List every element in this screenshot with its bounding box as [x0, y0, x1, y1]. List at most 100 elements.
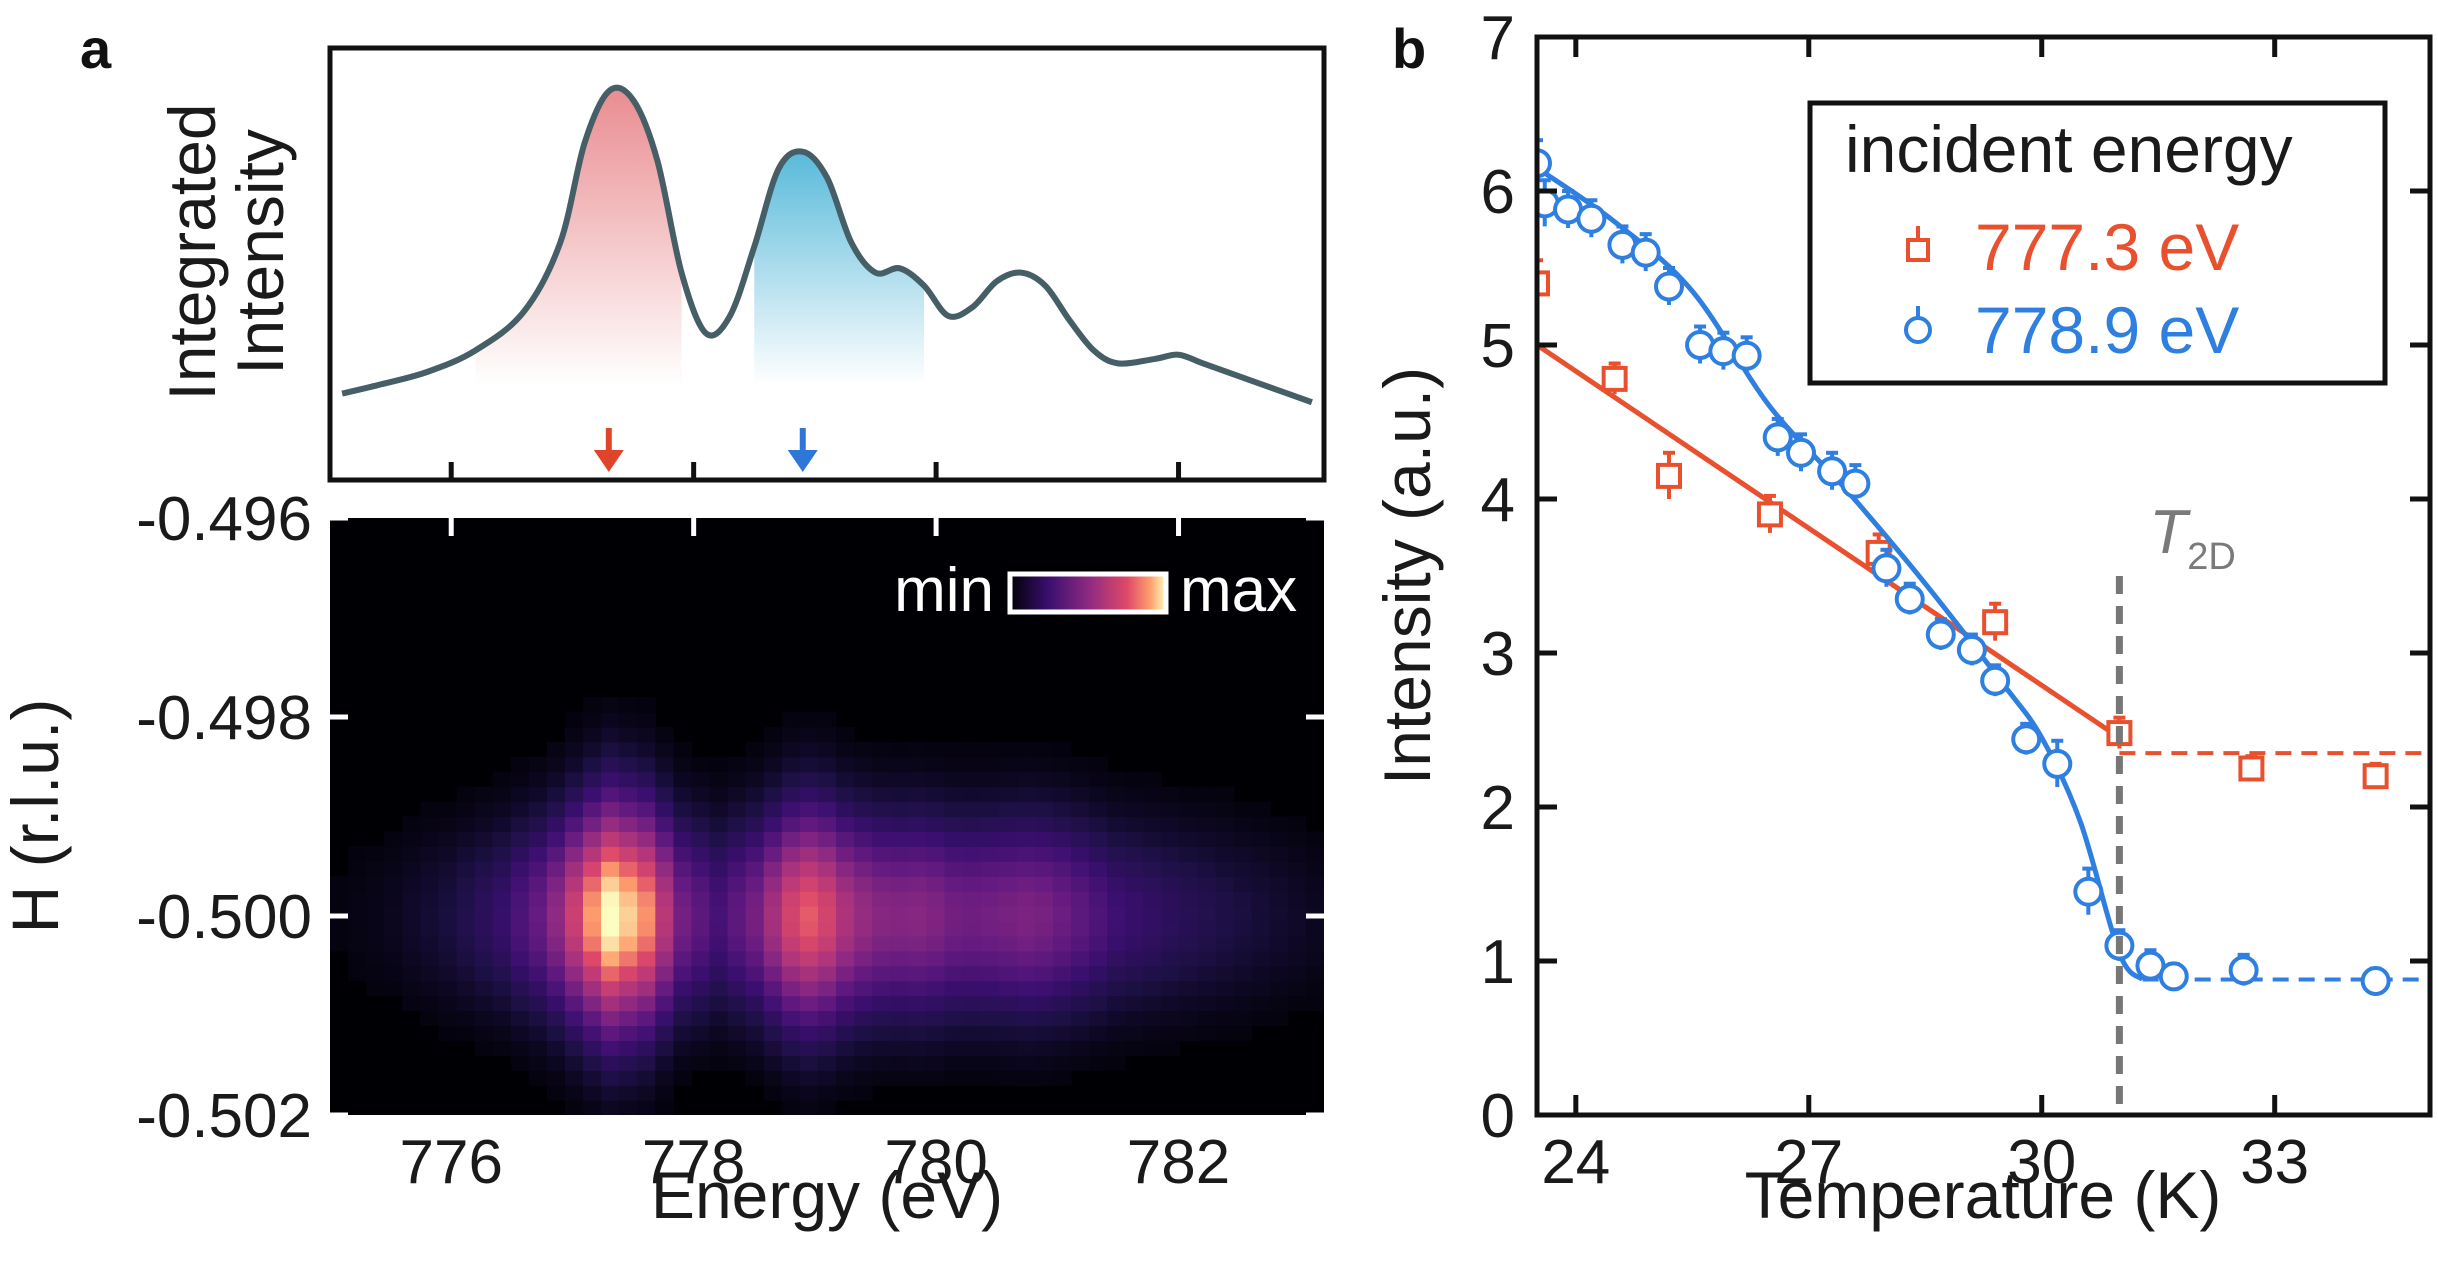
heatmap-cell [890, 756, 909, 773]
heatmap-cell [781, 756, 801, 773]
heatmap-cell [402, 995, 421, 1012]
heatmap-cell [763, 741, 783, 758]
heatmap-cell [1016, 906, 1036, 922]
heatmap-cell [709, 995, 729, 1012]
heatmap-cell [944, 816, 964, 833]
data-point-circle [2360, 966, 2391, 997]
heatmap-cell [601, 846, 620, 862]
heatmap-cell [528, 1010, 548, 1027]
heatmap-cell [456, 965, 476, 982]
heatmap-cell [709, 1055, 729, 1071]
heatmap-cell [1034, 786, 1054, 803]
heatmap-cell [348, 891, 367, 907]
b-ylabel: Intensity (a.u.) [1370, 367, 1444, 785]
blue-arrow [787, 428, 818, 472]
heatmap-cell [817, 876, 837, 892]
heatmap-cell [1107, 935, 1126, 952]
heatmap-cell [601, 1010, 620, 1027]
heatmap-cell [799, 756, 819, 773]
heatmap-cell [926, 1070, 946, 1086]
b-xtick-label: 30 [2007, 1128, 2076, 1197]
heatmap-cell [583, 816, 602, 833]
heatmap-cell [1305, 995, 1324, 1012]
heatmap-cell [619, 741, 638, 758]
heatmap-cell [1016, 965, 1036, 982]
heatmap-cell [655, 1040, 674, 1056]
heatmap-cell [673, 891, 693, 907]
heatmap-cell [836, 1025, 855, 1041]
heatmap-cell [745, 756, 765, 773]
heatmap-cell [763, 906, 783, 922]
heatmap-cell [1070, 786, 1090, 803]
heatmap-cell [854, 906, 873, 922]
heatmap-cell [944, 1055, 964, 1071]
heatmap-cell [836, 741, 855, 758]
heatmap-cell [528, 816, 548, 833]
heatmap-cell [1016, 935, 1036, 952]
heatmap-cell [1143, 786, 1162, 803]
heatmap-cell [944, 786, 964, 803]
heatmap-cell [1233, 891, 1253, 907]
heatmap-plot: 776 778 780 782 -0.496 -0.498 -0.500 -0.502 min… [0, 485, 1324, 1232]
heatmap-cell [546, 906, 566, 922]
heatmap-cell [546, 935, 566, 952]
heatmap-cell [546, 1025, 566, 1041]
heatmap-cell [1179, 861, 1199, 877]
heatmap-cell [854, 935, 873, 952]
heatmap-cell [1161, 1040, 1181, 1056]
data-point-circle [1731, 340, 1762, 371]
heatmap-cell [1125, 935, 1144, 952]
heatmap-cell [619, 726, 638, 743]
heatmap-cell [420, 950, 440, 967]
heatmap-cell [944, 741, 964, 758]
heatmap-cell [456, 1010, 476, 1027]
heatmap-cell [1287, 950, 1307, 967]
heatmap-cell [781, 891, 801, 907]
heatmap-cell [1233, 861, 1253, 877]
heatmap-cell [854, 861, 873, 877]
heatmap-cell [727, 756, 747, 773]
heatmap-cell [510, 1040, 530, 1056]
heatmap-cell [817, 831, 837, 847]
data-point-square [2362, 763, 2389, 790]
heatmap-cell [763, 1025, 783, 1041]
b-ytick-label: 4 [1481, 466, 1515, 535]
heatmap-cell [601, 771, 620, 788]
data-point-circle [1654, 271, 1685, 302]
heatmap-cell [836, 831, 855, 847]
heatmap-cell [1161, 965, 1181, 982]
heatmap-cell [601, 726, 620, 743]
heatmap-cell [1233, 995, 1253, 1012]
heatmap-cell [1143, 801, 1162, 818]
heatmap-cell [1016, 920, 1036, 937]
heatmap-cell [1107, 771, 1126, 788]
heatmap-cell [564, 786, 584, 803]
heatmap-cell [1269, 995, 1289, 1012]
colorbar-max-label: max [1180, 556, 1297, 625]
heatmap-cell [583, 831, 602, 847]
heatmap-ytick-label: -0.498 [136, 684, 312, 753]
heatmap-cell [781, 1100, 801, 1115]
heatmap-cell [980, 1025, 1000, 1041]
heatmap-cell [637, 920, 656, 937]
heatmap-cell [890, 831, 909, 847]
heatmap-xtick-label: 776 [399, 1128, 502, 1197]
b-ytick-label: 3 [1481, 620, 1515, 689]
heatmap-cell [836, 876, 855, 892]
heatmap-cell [1197, 1010, 1217, 1027]
heatmap-cell [673, 786, 693, 803]
heatmap-cell [528, 891, 548, 907]
heatmap-cell [402, 816, 421, 833]
heatmap-cell [817, 861, 837, 877]
heatmap-cell [727, 980, 747, 997]
heatmap-cell [673, 920, 693, 937]
heatmap-cell [1251, 816, 1271, 833]
heatmap-cell [817, 995, 837, 1012]
heatmap-cell [637, 697, 656, 713]
heatmap-cell [528, 786, 548, 803]
heatmap-cell [1305, 861, 1324, 877]
heatmap-cell [890, 1070, 909, 1086]
heatmap-cell [384, 920, 403, 937]
heatmap-cell [944, 756, 964, 773]
heatmap-cell [998, 861, 1018, 877]
